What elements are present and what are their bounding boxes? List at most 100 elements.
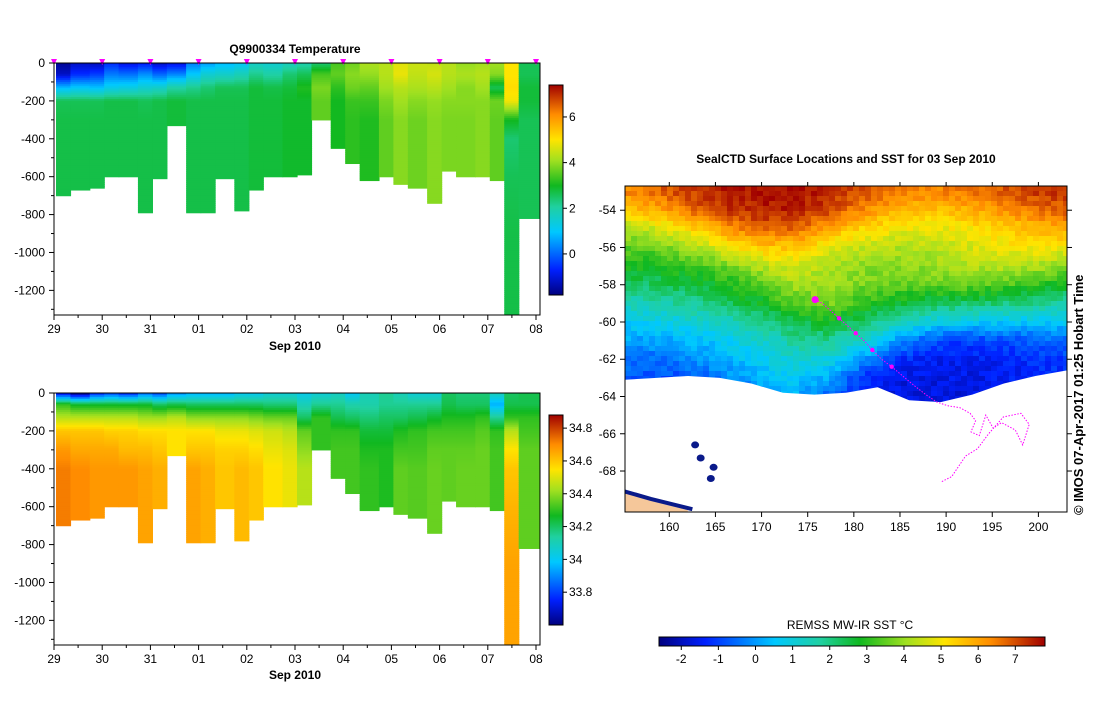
sst-cell xyxy=(1051,186,1058,192)
sst-cell xyxy=(637,241,644,247)
sst-cell xyxy=(661,216,668,222)
sst-cell xyxy=(985,231,992,237)
sst-cell xyxy=(829,221,836,227)
sst-cell xyxy=(1033,241,1040,247)
section-cell xyxy=(475,505,490,507)
sst-cell xyxy=(763,191,770,197)
sst-cell xyxy=(739,191,746,197)
sst-cell xyxy=(1027,216,1034,222)
section-cell xyxy=(283,505,298,507)
sst-cell xyxy=(865,241,872,247)
sst-cell xyxy=(685,246,692,252)
sst-cell xyxy=(673,221,680,227)
sst-cell xyxy=(997,221,1004,227)
sst-cell xyxy=(841,191,848,197)
sst-cell xyxy=(631,196,638,202)
sst-cell xyxy=(811,236,818,242)
sst-cell xyxy=(739,231,746,237)
section-cell xyxy=(263,175,283,177)
sst-cell xyxy=(1003,231,1010,237)
sst-cell xyxy=(793,186,800,192)
sst-cell xyxy=(673,201,680,207)
sst-cell xyxy=(757,216,764,222)
sst-cell xyxy=(1009,186,1016,192)
sst-cell xyxy=(991,216,998,222)
sst-cell xyxy=(967,186,974,192)
sst-cell xyxy=(943,196,950,202)
sst-cell xyxy=(889,221,896,227)
x-tick-label: 06 xyxy=(433,652,447,666)
sst-cell xyxy=(943,191,950,197)
sst-cell xyxy=(781,201,788,207)
sst-cell xyxy=(979,191,986,197)
sst-cell xyxy=(793,201,800,207)
sst-cell xyxy=(787,246,794,252)
sst-cell xyxy=(967,241,974,247)
section-cell xyxy=(408,186,428,188)
sst-cell xyxy=(961,196,968,202)
sst-cell xyxy=(655,226,662,232)
sst-cell xyxy=(643,201,650,207)
colorbar-ramp xyxy=(549,415,563,625)
sst-cell xyxy=(829,231,836,237)
sst-cell xyxy=(757,206,764,212)
sst-cell xyxy=(721,196,728,202)
section-cell xyxy=(90,516,105,518)
sst-cell xyxy=(721,206,728,212)
sst-cell xyxy=(763,201,770,207)
sst-cell xyxy=(649,246,656,252)
sst-cell xyxy=(829,206,836,212)
sst-cell xyxy=(745,191,752,197)
sst-cell xyxy=(937,196,944,202)
sst-cell xyxy=(853,246,860,252)
sst-cell xyxy=(871,191,878,197)
sst-cell xyxy=(985,236,992,242)
section-cell xyxy=(234,539,249,541)
sst-cell xyxy=(805,211,812,217)
sst-cell xyxy=(739,221,746,227)
sst-cell xyxy=(961,201,968,207)
sst-cell xyxy=(823,211,830,217)
sst-cell xyxy=(709,216,716,222)
sst-cell xyxy=(667,211,674,217)
sst-cell xyxy=(1057,216,1064,222)
colorbar-tick-label: 34.8 xyxy=(569,421,593,435)
sst-cell xyxy=(901,216,908,222)
sst-cell xyxy=(1051,191,1058,197)
sst-cell xyxy=(691,231,698,237)
sst-cell xyxy=(673,226,680,232)
sst-cell xyxy=(703,196,710,202)
sst-cell xyxy=(787,211,794,217)
sst-cell xyxy=(727,191,734,197)
sst-cell xyxy=(667,206,674,212)
sst-cell xyxy=(757,196,764,202)
sst-cell xyxy=(703,241,710,247)
sst-cell xyxy=(859,231,866,237)
section-cell xyxy=(427,531,442,533)
sst-cell xyxy=(1021,221,1028,227)
sst-cell xyxy=(1051,206,1058,212)
sst-cell xyxy=(667,236,674,242)
sst-cell xyxy=(787,196,794,202)
sst-cell xyxy=(835,211,842,217)
sst-cell xyxy=(841,186,848,192)
sst-cell xyxy=(1003,201,1010,207)
section-cell xyxy=(201,541,216,543)
sst-cell xyxy=(811,191,818,197)
sst-cell xyxy=(823,201,830,207)
sst-cell xyxy=(865,191,872,197)
sst-cell xyxy=(949,246,956,252)
sst-cell xyxy=(961,246,968,252)
sst-cell xyxy=(685,236,692,242)
sst-cell xyxy=(1033,231,1040,237)
sst-cell xyxy=(883,246,890,252)
sst-cell xyxy=(913,231,920,237)
sst-cell xyxy=(739,201,746,207)
section-cell xyxy=(456,505,476,507)
sst-cell xyxy=(745,186,752,192)
sst-cell xyxy=(853,191,860,197)
sst-cell xyxy=(1009,226,1016,232)
sst-cell xyxy=(1003,241,1010,247)
sst-cell xyxy=(847,196,854,202)
